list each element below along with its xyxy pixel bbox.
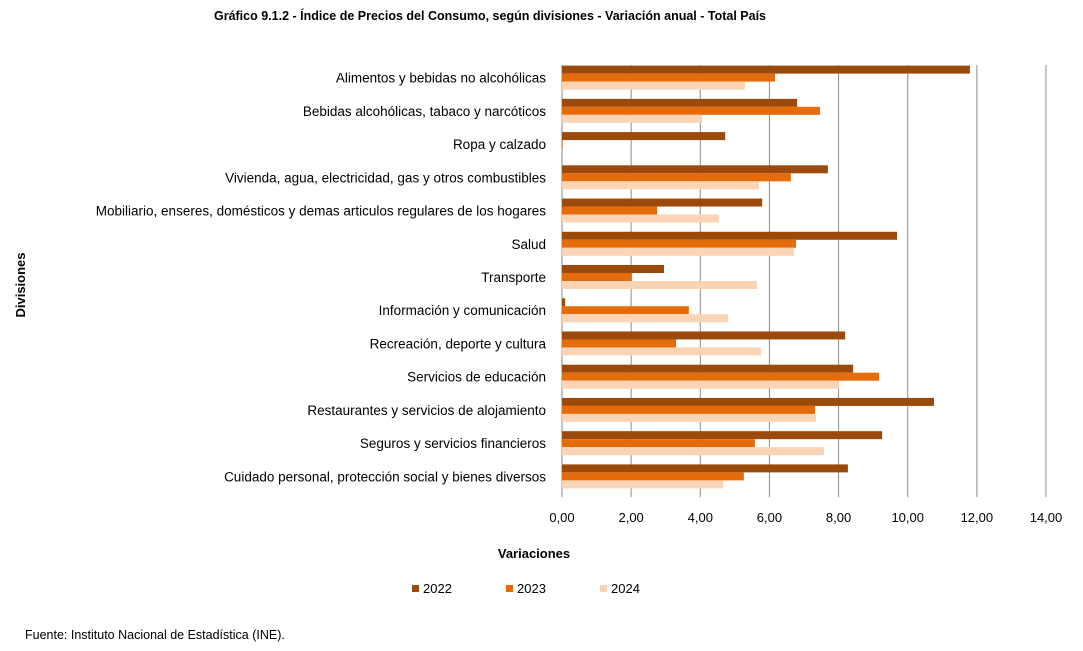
legend-label-2022: 2022 <box>423 581 452 596</box>
bar-2024 <box>562 480 724 489</box>
category-label: Cuidado personal, protección social y bi… <box>224 469 546 484</box>
y-axis-label: Divisiones <box>13 252 28 317</box>
bar-2024 <box>562 314 728 323</box>
bar-2024 <box>562 114 703 123</box>
category-label: Ropa y calzado <box>453 137 546 152</box>
x-tick-label: 0,00 <box>549 510 574 525</box>
category-label: Salud <box>511 237 546 252</box>
category-label: Transporte <box>481 270 546 285</box>
legend-swatch-2024 <box>600 585 607 592</box>
bar-2023 <box>562 273 632 281</box>
x-tick-label: 10,00 <box>891 510 924 525</box>
bar-2023 <box>562 405 816 414</box>
category-label: Bebidas alcohólicas, tabaco y narcóticos <box>303 104 546 119</box>
bar-2022 <box>562 231 897 240</box>
bar-2022 <box>562 298 566 307</box>
bar-2024 <box>562 413 817 422</box>
bar-2023 <box>562 239 797 248</box>
chart-title: Gráfico 9.1.2 - Índice de Precios del Co… <box>213 9 766 23</box>
x-tick-label: 2,00 <box>618 510 643 525</box>
category-label: Servicios de educación <box>407 370 546 385</box>
bar-2023 <box>562 472 744 481</box>
category-label: Mobiliario, enseres, domésticos y demas … <box>96 204 546 219</box>
bar-2024 <box>562 347 762 356</box>
bar-2023 <box>562 140 563 149</box>
bar-2022 <box>562 198 763 207</box>
bar-2023 <box>562 372 880 381</box>
x-tick-label: 14,00 <box>1030 510 1063 525</box>
category-label: Información y comunicación <box>379 303 546 318</box>
bar-2024 <box>562 81 745 90</box>
category-label: Vivienda, agua, electricidad, gas y otro… <box>225 170 546 185</box>
bar-2022 <box>562 364 854 373</box>
bar-2022 <box>562 397 934 406</box>
legend-swatch-2023 <box>506 585 513 592</box>
bar-2024 <box>562 281 757 289</box>
bar-2023 <box>562 173 791 182</box>
bar-2023 <box>562 439 755 448</box>
category-label: Seguros y servicios financieros <box>360 436 546 451</box>
bar-2022 <box>562 98 798 107</box>
bar-2024 <box>562 247 794 256</box>
bar-2023 <box>562 306 689 315</box>
bar-2022 <box>562 265 664 273</box>
category-label: Restaurantes y servicios de alojamiento <box>307 403 546 418</box>
legend-swatch-2022 <box>412 585 419 592</box>
legend-label-2023: 2023 <box>517 581 546 596</box>
bar-2022 <box>562 331 846 340</box>
category-label: Recreación, deporte y cultura <box>370 336 547 351</box>
bar-2022 <box>562 132 726 141</box>
bar-2022 <box>562 464 848 473</box>
x-tick-label: 6,00 <box>757 510 782 525</box>
category-label: Alimentos y bebidas no alcohólicas <box>336 71 546 86</box>
bar-2024 <box>562 181 760 190</box>
bar-2023 <box>562 73 775 82</box>
x-tick-label: 12,00 <box>961 510 994 525</box>
bar-2022 <box>562 165 828 174</box>
legend-label-2024: 2024 <box>611 581 640 596</box>
bar-2023 <box>562 206 658 215</box>
x-tick-label: 4,00 <box>688 510 713 525</box>
bar-2023 <box>562 106 820 115</box>
bar-2023 <box>562 339 677 348</box>
x-tick-label: 8,00 <box>826 510 851 525</box>
bar-2024 <box>562 447 825 456</box>
bar-2022 <box>562 65 970 74</box>
x-axis-label: Variaciones <box>498 546 570 561</box>
bar-2024 <box>562 380 839 389</box>
source-note: Fuente: Instituto Nacional de Estadístic… <box>25 628 285 642</box>
bar-2024 <box>562 214 719 223</box>
bar-2022 <box>562 431 883 440</box>
